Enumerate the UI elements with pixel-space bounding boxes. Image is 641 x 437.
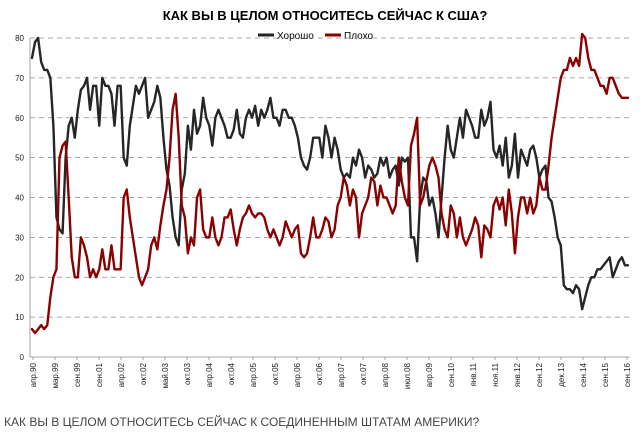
chart-caption: КАК ВЫ В ЦЕЛОМ ОТНОСИТЕСЬ СЕЙЧАС К СОЕДИ… <box>4 415 480 429</box>
y-axis: 0 10 20 30 40 50 60 70 80 <box>15 34 31 362</box>
x-tick-label: ноя.11 <box>491 362 500 386</box>
legend: Хорошо Плохо <box>258 31 373 42</box>
y-tick-label: 0 <box>20 353 25 362</box>
x-tick-label: апр.90 <box>29 362 38 387</box>
x-tick-label: апр.08 <box>381 362 390 387</box>
series-lines <box>30 32 630 335</box>
x-tick-label: сен.14 <box>579 362 588 387</box>
x-tick-label: сен.99 <box>73 362 82 387</box>
x-tick-label: окт.02 <box>139 362 148 384</box>
x-axis: апр.90 мар.99 сен.99 сен.01 апр.02 окт.02 май.… <box>29 357 632 389</box>
series-line-good <box>30 36 630 311</box>
x-tick-label: сен.01 <box>95 362 104 387</box>
x-tick-label: апр.05 <box>249 362 258 387</box>
x-tick-label: янв.11 <box>469 362 478 386</box>
y-tick-label: 50 <box>15 154 24 163</box>
y-tick-label: 20 <box>15 273 24 282</box>
x-tick-label: окт.03 <box>183 362 192 384</box>
y-tick-label: 60 <box>15 114 24 123</box>
x-tick-label: сен.12 <box>535 362 544 387</box>
x-tick-label: апр.07 <box>337 362 346 387</box>
y-tick-label: 80 <box>15 34 24 43</box>
x-tick-label: окт.04 <box>227 362 236 384</box>
y-tick-label: 10 <box>15 313 24 322</box>
legend-label: Плохо <box>344 31 373 42</box>
chart-title: КАК ВЫ В ЦЕЛОМ ОТНОСИТЕСЬ СЕЙЧАС К США? <box>163 8 488 23</box>
x-tick-label: апр.02 <box>117 362 126 387</box>
x-tick-label: июл.08 <box>403 362 412 389</box>
x-tick-label: дек.13 <box>557 362 566 386</box>
y-tick-label: 40 <box>15 194 24 203</box>
x-tick-label: окт.05 <box>271 362 280 384</box>
x-tick-label: сен.10 <box>447 362 456 387</box>
x-tick-label: янв.12 <box>513 362 522 387</box>
legend-label: Хорошо <box>277 31 314 42</box>
y-tick-label: 30 <box>15 233 24 242</box>
gridlines <box>30 37 630 358</box>
x-tick-label: апр.09 <box>425 362 434 387</box>
x-tick-label: окт.07 <box>359 362 368 384</box>
x-tick-label: май.03 <box>161 362 170 388</box>
x-tick-label: окт.06 <box>315 362 324 384</box>
x-tick-label: апр.06 <box>293 362 302 387</box>
y-tick-label: 70 <box>15 74 24 83</box>
series-line-bad <box>30 32 630 335</box>
x-tick-label: сен.16 <box>623 362 632 387</box>
x-tick-label: мар.99 <box>51 362 60 388</box>
x-tick-label: сен.15 <box>601 362 610 387</box>
x-tick-label: апр.04 <box>205 362 214 387</box>
